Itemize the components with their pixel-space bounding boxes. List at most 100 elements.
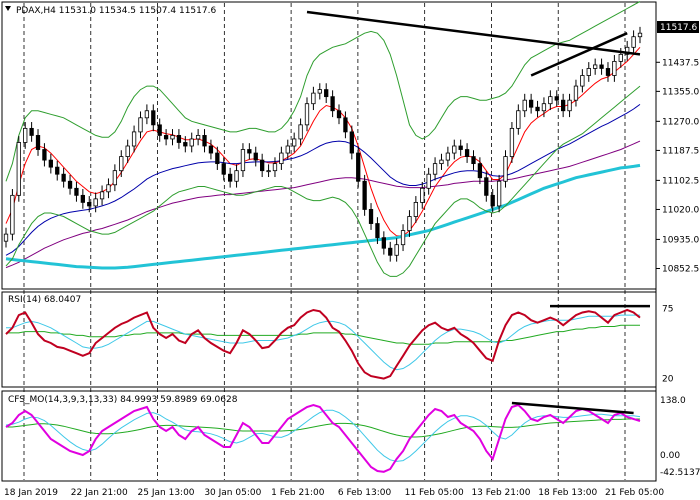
rsi-series-0 — [5, 308, 641, 380]
time-tick-label: 18 Jan 2019 — [4, 488, 58, 498]
candle-body — [612, 61, 617, 76]
candle-body — [144, 110, 150, 119]
candle-body — [625, 46, 630, 55]
candle-body — [208, 145, 214, 154]
candle-body — [304, 103, 310, 126]
time-tick-label: 21 Feb 05:00 — [605, 488, 664, 498]
candle-body — [349, 131, 354, 154]
cfs-panel — [5, 401, 641, 473]
candle-body — [586, 68, 591, 76]
candle-body — [484, 177, 489, 196]
candle-body — [381, 237, 386, 249]
candle-body — [292, 138, 297, 147]
candle-body — [452, 145, 457, 154]
candle-body — [522, 99, 527, 112]
candle-body — [260, 159, 265, 172]
axis-labels: 11437.5 11355.0 11270.0 11187.5 11102.5 11020… — [4, 58, 700, 498]
overlay-ma-mid — [5, 103, 641, 256]
candle-body — [388, 247, 393, 256]
cfs-tick-label: -42.5137 — [660, 468, 700, 478]
time-tick-label: 13 Feb 21:00 — [471, 488, 530, 498]
candle-body — [445, 152, 451, 161]
overlay-ma-long — [5, 163, 641, 270]
price-tick-label: 11270.0 — [662, 117, 699, 127]
candle-body — [42, 149, 47, 161]
cfs-series-2 — [6, 418, 640, 438]
candle-body — [496, 180, 502, 207]
candle-body — [548, 96, 553, 105]
candle-body — [516, 110, 521, 129]
candle-body — [554, 96, 559, 101]
candle-body — [67, 180, 73, 189]
price-tick-label: 11102.5 — [662, 176, 699, 186]
candle-body — [432, 163, 438, 175]
price-trendline-1 — [530, 32, 628, 77]
candle-body — [189, 138, 194, 147]
candle-body — [176, 135, 182, 143]
candle-body — [535, 106, 540, 112]
candle-body — [477, 163, 483, 179]
candle-body — [112, 170, 118, 186]
candle-body — [183, 142, 188, 147]
candle-body — [580, 75, 585, 87]
candle-body — [195, 135, 201, 140]
time-tick-label: 25 Jan 13:00 — [138, 488, 195, 498]
candle-body — [458, 145, 463, 150]
candle-body — [311, 92, 316, 105]
overlay-bollinger-upper — [5, 1, 641, 182]
current-price-box — [657, 21, 699, 33]
candle-body — [10, 194, 15, 235]
candle-body — [599, 64, 604, 69]
candle-body — [119, 156, 124, 172]
candle-body — [272, 163, 278, 172]
time-tick-label: 30 Jan 05:00 — [204, 488, 261, 498]
cfs-trendline-0 — [511, 401, 634, 415]
candle-body — [29, 127, 34, 136]
candle-body — [3, 233, 9, 242]
candle-body — [234, 170, 239, 182]
cfs-header: CFS_MO(14,3,9,3,13,33) 84.9993 59.8989 6… — [8, 395, 238, 405]
candle-body — [426, 173, 431, 189]
time-tick-label: 22 Jan 21:00 — [71, 488, 128, 498]
candle-body — [375, 223, 380, 239]
candle-body — [637, 32, 643, 38]
candle-body — [279, 152, 284, 165]
candle-body — [80, 194, 85, 203]
candle-body — [593, 64, 598, 69]
candle-body — [131, 131, 137, 147]
chart-menu-icon[interactable] — [5, 6, 11, 11]
price-tick-label: 11437.5 — [662, 58, 699, 68]
rsi-header: RSI(14) 68.0407 — [8, 295, 81, 305]
candle-body — [573, 85, 579, 101]
candle-body — [503, 156, 508, 182]
candle-body — [266, 170, 271, 173]
candle-body — [362, 180, 367, 210]
rsi-tick-label: 75 — [662, 305, 673, 315]
candle-body — [74, 187, 79, 196]
candle-body — [439, 159, 444, 165]
candle-body — [561, 99, 566, 112]
candle-body — [368, 209, 374, 224]
symbol-header: PDAX,H4 11531.0 11534.5 11507.4 11517.6 — [16, 6, 216, 16]
candle-body — [35, 135, 41, 150]
candle-body — [356, 152, 361, 182]
rsi-panel — [5, 304, 650, 380]
rsi-series-2 — [6, 324, 640, 345]
candle-body — [221, 163, 226, 175]
candle-body — [48, 159, 53, 168]
candle-body — [509, 127, 515, 157]
candle-body — [87, 201, 92, 207]
candle-body — [618, 53, 623, 62]
candle-body — [93, 198, 98, 207]
price-tick-label: 11020.0 — [662, 205, 699, 215]
candle-body — [106, 184, 111, 193]
rsi-tick-label: 20 — [662, 375, 674, 385]
candle-body — [317, 89, 322, 94]
cfs-tick-label: 138.0 — [660, 396, 686, 406]
candle-body — [343, 117, 348, 133]
candle-body — [400, 230, 406, 246]
price-tick-label: 11355.0 — [662, 87, 699, 97]
candle-body — [163, 135, 169, 140]
price-trendline-0 — [306, 10, 641, 56]
